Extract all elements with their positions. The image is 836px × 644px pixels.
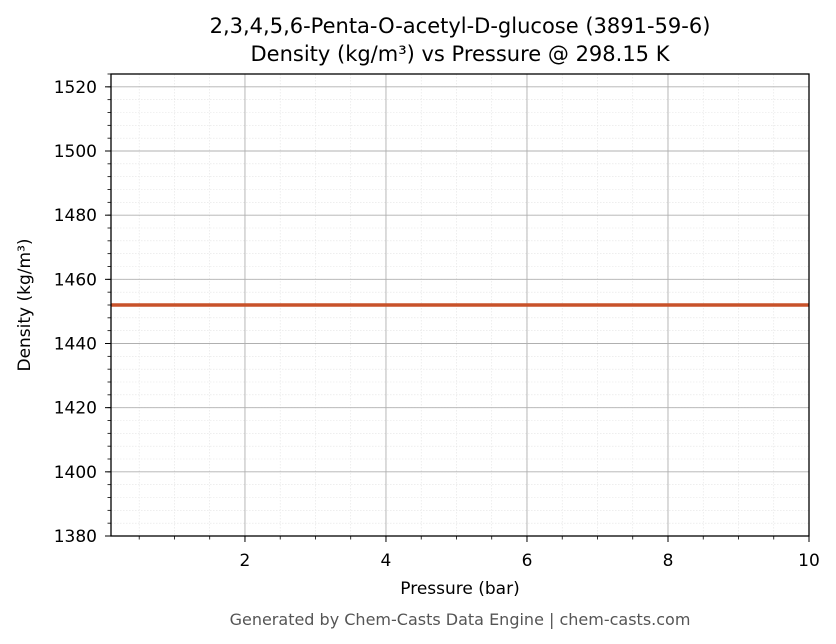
y-tick-label: 1500: [54, 142, 97, 162]
footer-credit: Generated by Chem-Casts Data Engine | ch…: [230, 610, 691, 629]
y-tick-label: 1440: [54, 335, 97, 355]
x-tick-label: 10: [798, 551, 820, 571]
y-tick-label: 1400: [54, 463, 97, 483]
y-axis-label: Density (kg/m³): [15, 238, 35, 371]
y-tick-label: 1520: [54, 78, 97, 98]
y-tick-label: 1420: [54, 399, 97, 419]
chart-title: 2,3,4,5,6-Penta-O-acetyl-D-glucose (3891…: [210, 14, 711, 38]
x-tick-label: 8: [663, 551, 674, 571]
y-tick-label: 1480: [54, 206, 97, 226]
chart-subtitle: Density (kg/m³) vs Pressure @ 298.15 K: [250, 42, 670, 66]
y-tick-label: 1460: [54, 270, 97, 290]
x-tick-label: 6: [522, 551, 533, 571]
axis-ticks: 2 4 6 8 10 1380 1400 1420 1440 1460 1480 1500 1520: [54, 73, 820, 571]
y-tick-label: 1380: [54, 527, 97, 547]
x-tick-label: 4: [381, 551, 392, 571]
x-axis-label: Pressure (bar): [400, 579, 519, 599]
x-tick-label: 2: [240, 551, 251, 571]
